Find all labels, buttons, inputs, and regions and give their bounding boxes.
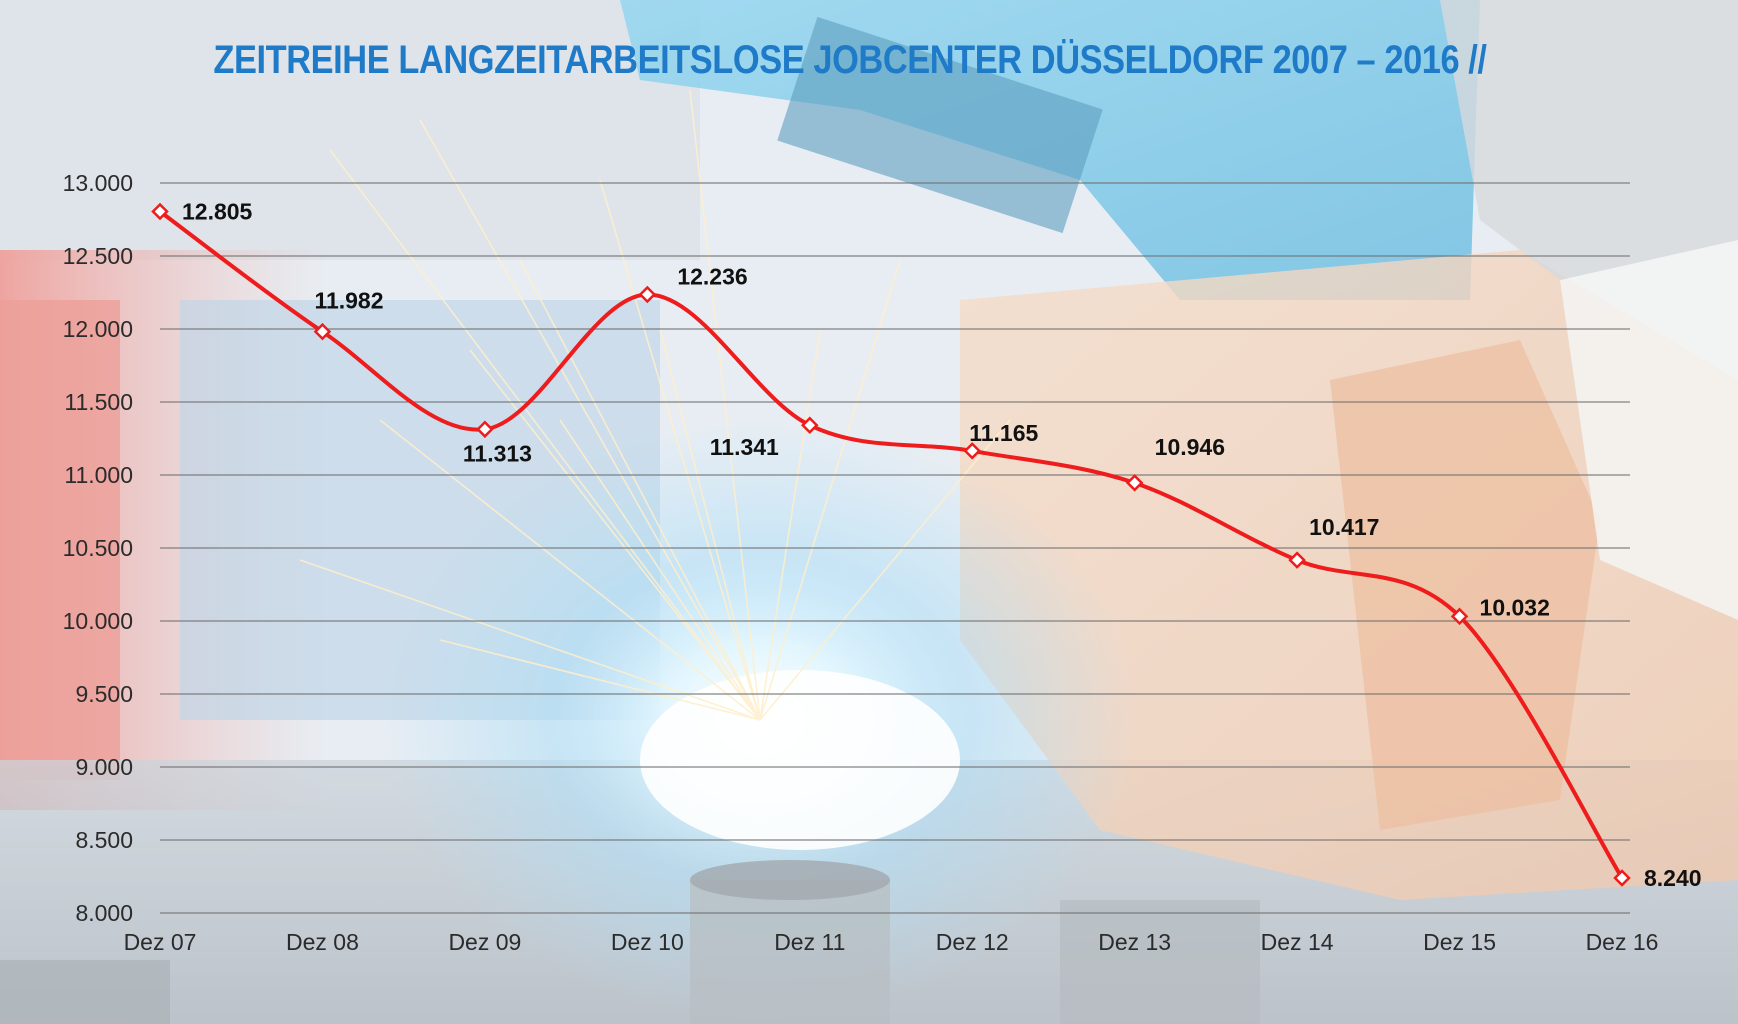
y-tick-label: 9.500 bbox=[75, 681, 133, 707]
data-label: 10.417 bbox=[1309, 514, 1379, 540]
chart-title: ZEITREIHE LANGZEITARBEITSLOSE JOBCENTER … bbox=[213, 38, 1487, 82]
data-point bbox=[313, 322, 332, 341]
data-markers bbox=[151, 202, 1631, 887]
y-tick-label: 8.000 bbox=[75, 900, 133, 926]
y-tick-label: 10.000 bbox=[63, 608, 133, 634]
data-point bbox=[801, 416, 819, 434]
y-tick-label: 13.000 bbox=[63, 170, 133, 196]
x-tick-label: Dez 13 bbox=[1098, 929, 1171, 955]
data-label: 11.165 bbox=[969, 420, 1038, 446]
x-tick-label: Dez 09 bbox=[448, 929, 521, 955]
data-label: 11.341 bbox=[710, 434, 779, 460]
gridlines bbox=[160, 182, 1630, 914]
x-tick-label: Dez 15 bbox=[1423, 929, 1496, 955]
y-tick-label: 12.500 bbox=[63, 243, 133, 269]
y-tick-label: 11.500 bbox=[64, 389, 133, 415]
data-label: 11.313 bbox=[463, 440, 532, 466]
x-tick-label: Dez 16 bbox=[1586, 929, 1659, 955]
data-point bbox=[151, 202, 169, 221]
series-line bbox=[158, 209, 1624, 880]
data-point bbox=[1125, 474, 1144, 492]
x-tick-label: Dez 07 bbox=[124, 929, 197, 955]
x-tick-label: Dez 14 bbox=[1261, 929, 1334, 955]
data-label: 8.240 bbox=[1644, 865, 1702, 891]
x-tick-label: Dez 12 bbox=[936, 929, 1009, 955]
data-point bbox=[1450, 607, 1469, 626]
data-point bbox=[638, 285, 657, 304]
data-label: 10.946 bbox=[1155, 434, 1225, 460]
y-tick-label: 10.500 bbox=[63, 535, 133, 561]
data-label: 12.236 bbox=[677, 264, 747, 290]
y-tick-label: 8.500 bbox=[75, 827, 133, 853]
data-label: 10.032 bbox=[1480, 594, 1550, 620]
x-axis: Dez 07 Dez 08 Dez 09 Dez 10 Dez 11 Dez 12 Dez … bbox=[124, 929, 1659, 955]
data-label: 12.805 bbox=[182, 198, 253, 224]
data-labels: 12.805 11.982 11.313 12.236 11.341 11.165 10.9… bbox=[182, 198, 1702, 890]
x-tick-label: Dez 08 bbox=[286, 929, 359, 955]
data-point bbox=[1613, 869, 1631, 887]
data-point bbox=[1288, 551, 1306, 569]
y-tick-label: 11.000 bbox=[64, 462, 133, 488]
data-point bbox=[476, 420, 494, 439]
y-tick-label: 9.000 bbox=[75, 754, 133, 780]
data-point bbox=[963, 442, 981, 460]
data-label: 11.982 bbox=[314, 288, 383, 314]
x-tick-label: Dez 11 bbox=[774, 929, 845, 955]
x-tick-label: Dez 10 bbox=[611, 929, 684, 955]
y-tick-label: 12.000 bbox=[63, 316, 133, 342]
y-axis: 8.000 8.500 9.000 9.500 10.000 10.500 11.000 11… bbox=[63, 170, 133, 926]
